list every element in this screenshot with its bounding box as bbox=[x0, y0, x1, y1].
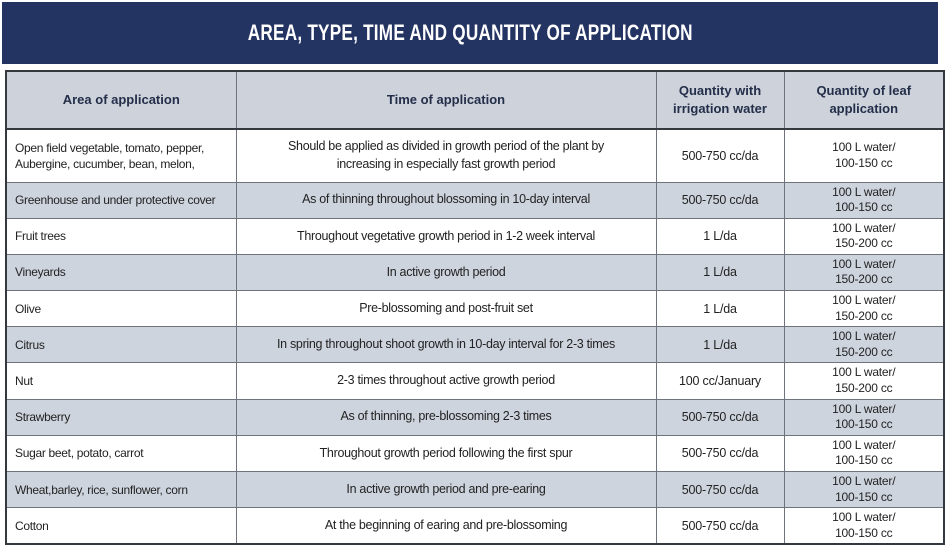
area-cell: Greenhouse and under protective cover bbox=[5, 181, 237, 219]
table-row: Nut 2-3 times throughout active growth p… bbox=[5, 362, 945, 400]
leaf-quantity-cell: 100 L water/ 150-200 cc bbox=[783, 290, 945, 328]
irrigation-quantity-cell: 500-750 cc/da bbox=[655, 398, 785, 436]
table-body: Open field vegetable, tomato, pepper, Au… bbox=[5, 128, 945, 545]
area-cell: Open field vegetable, tomato, pepper, Au… bbox=[5, 128, 237, 183]
leaf-quantity-cell: 100 L water/ 150-200 cc bbox=[783, 362, 945, 400]
table-row: Open field vegetable, tomato, pepper, Au… bbox=[5, 128, 945, 183]
irrigation-quantity-cell: 500-750 cc/da bbox=[655, 507, 785, 545]
leaf-quantity-cell: 100 L water/ 100-150 cc bbox=[783, 470, 945, 509]
irrigation-quantity-cell: 1 L/da bbox=[655, 290, 785, 328]
area-cell: Sugar beet, potato, carrot bbox=[5, 434, 237, 473]
table-row: Cotton At the beginning of earing and pr… bbox=[5, 507, 945, 545]
time-cell: Pre-blossoming and post-fruit set bbox=[235, 290, 657, 328]
time-cell: In active growth period bbox=[235, 253, 657, 292]
time-cell: Throughout vegetative growth period in 1… bbox=[235, 217, 657, 255]
area-cell: Fruit trees bbox=[5, 217, 237, 255]
time-cell: As of thinning, pre-blossoming 2-3 times bbox=[235, 398, 657, 436]
table-header: Area of application Time of application … bbox=[5, 70, 945, 130]
area-cell: Strawberry bbox=[5, 398, 237, 436]
table-row: Olive Pre-blossoming and post-fruit set … bbox=[5, 290, 945, 328]
column-header-time: Time of application bbox=[235, 70, 657, 130]
table-row: Citrus In spring throughout shoot growth… bbox=[5, 326, 945, 364]
irrigation-quantity-cell: 500-750 cc/da bbox=[655, 128, 785, 183]
table-row: Fruit trees Throughout vegetative growth… bbox=[5, 217, 945, 255]
page-title: AREA, TYPE, TIME AND QUANTITY OF APPLICA… bbox=[247, 20, 693, 45]
time-cell: Should be applied as divided in growth p… bbox=[235, 128, 657, 183]
area-cell: Olive bbox=[5, 290, 237, 328]
header-row: Area of application Time of application … bbox=[5, 70, 945, 130]
table-row: Wheat,barley, rice, sunflower, corn In a… bbox=[5, 470, 945, 509]
irrigation-quantity-cell: 1 L/da bbox=[655, 326, 785, 364]
table-row: Strawberry As of thinning, pre-blossomin… bbox=[5, 398, 945, 436]
area-cell: Cotton bbox=[5, 507, 237, 545]
irrigation-quantity-cell: 1 L/da bbox=[655, 253, 785, 292]
area-cell: Wheat,barley, rice, sunflower, corn bbox=[5, 470, 237, 509]
irrigation-quantity-cell: 100 cc/January bbox=[655, 362, 785, 400]
leaf-quantity-cell: 100 L water/ 150-200 cc bbox=[783, 217, 945, 255]
leaf-quantity-cell: 100 L water/ 100-150 cc bbox=[783, 181, 945, 219]
title-banner: AREA, TYPE, TIME AND QUANTITY OF APPLICA… bbox=[2, 2, 938, 64]
area-cell: Nut bbox=[5, 362, 237, 400]
irrigation-quantity-cell: 1 L/da bbox=[655, 217, 785, 255]
irrigation-quantity-cell: 500-750 cc/da bbox=[655, 434, 785, 473]
irrigation-quantity-cell: 500-750 cc/da bbox=[655, 181, 785, 219]
time-cell: Throughout growth period following the f… bbox=[235, 434, 657, 473]
area-cell: Citrus bbox=[5, 326, 237, 364]
column-header-irrigation-quantity: Quantity with irrigation water bbox=[655, 70, 785, 130]
table-row: Sugar beet, potato, carrot Throughout gr… bbox=[5, 434, 945, 473]
leaf-quantity-cell: 100 L water/ 100-150 cc bbox=[783, 434, 945, 473]
time-cell: In active growth period and pre-earing bbox=[235, 470, 657, 509]
leaf-quantity-cell: 100 L water/ 100-150 cc bbox=[783, 128, 945, 183]
time-cell: 2-3 times throughout active growth perio… bbox=[235, 362, 657, 400]
column-header-area: Area of application bbox=[5, 70, 237, 130]
application-table: Area of application Time of application … bbox=[5, 70, 945, 545]
leaf-quantity-cell: 100 L water/ 100-150 cc bbox=[783, 507, 945, 545]
leaf-quantity-cell: 100 L water/ 150-200 cc bbox=[783, 253, 945, 292]
time-cell: As of thinning throughout blossoming in … bbox=[235, 181, 657, 219]
column-header-leaf-quantity: Quantity of leaf application bbox=[783, 70, 945, 130]
table-row: Vineyards In active growth period 1 L/da… bbox=[5, 253, 945, 292]
time-cell: At the beginning of earing and pre-bloss… bbox=[235, 507, 657, 545]
irrigation-quantity-cell: 500-750 cc/da bbox=[655, 470, 785, 509]
area-cell: Vineyards bbox=[5, 253, 237, 292]
leaf-quantity-cell: 100 L water/ 100-150 cc bbox=[783, 398, 945, 436]
leaf-quantity-cell: 100 L water/ 150-200 cc bbox=[783, 326, 945, 364]
time-cell: In spring throughout shoot growth in 10-… bbox=[235, 326, 657, 364]
table-row: Greenhouse and under protective cover As… bbox=[5, 181, 945, 219]
